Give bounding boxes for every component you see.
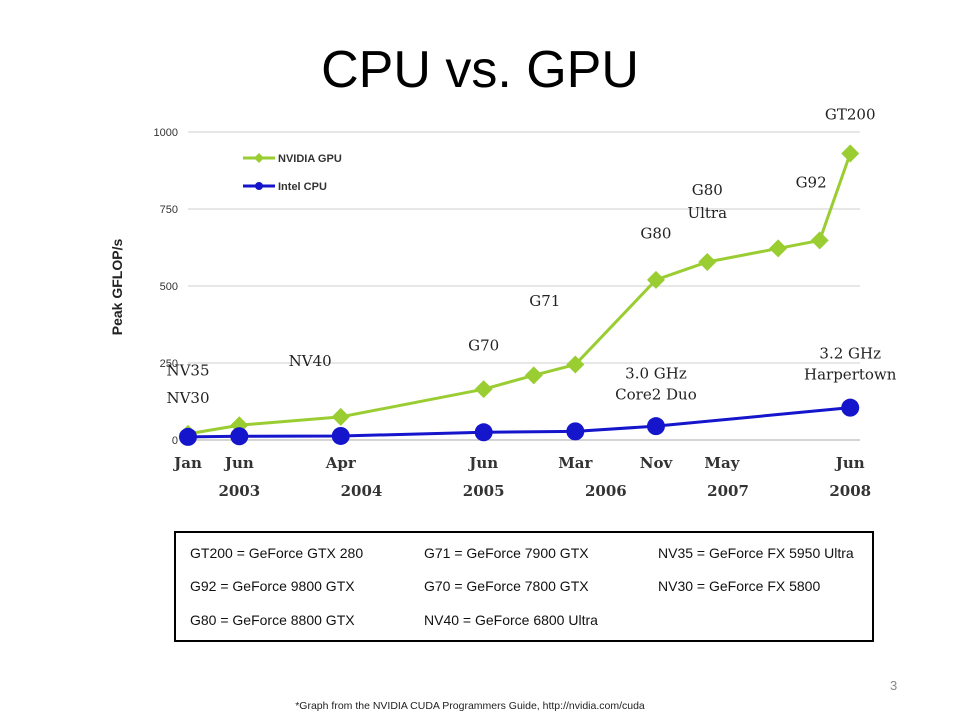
annotation-label: Core2 Duo — [615, 385, 697, 403]
x-month-label: Jun — [223, 454, 254, 472]
annotation-label: Harpertown — [804, 365, 897, 383]
gpu-point — [698, 252, 717, 271]
x-month-label: Jun — [834, 454, 865, 472]
legend-table-entry: GT200 = GeForce GTX 280 — [190, 545, 364, 561]
gpu-point — [841, 144, 860, 163]
legend-gpu-label: NVIDIA GPU — [278, 153, 342, 165]
footnote: *Graph from the NVIDIA CUDA Programmers … — [295, 700, 645, 712]
cpu-point — [474, 423, 493, 442]
slide-title: CPU vs. GPU — [321, 41, 639, 99]
cpu-point — [646, 417, 665, 436]
gpu-legend-table: GT200 = GeForce GTX 280 G92 = GeForce 980… — [174, 531, 874, 642]
y-tick-label: 500 — [160, 281, 178, 293]
legend-table-entry: NV30 = GeForce FX 5800 — [658, 578, 821, 594]
annotation-label: GT200 — [825, 106, 876, 124]
annotation-label: G80 — [692, 181, 723, 199]
label-layer: NV30 NV35 NV40 G70 G71 G80 G80 Ultra G92 GT200 3.0… — [166, 106, 896, 407]
annotation-label: G92 — [796, 173, 827, 191]
annotation-label: G70 — [468, 337, 499, 355]
cpu-point — [331, 426, 350, 445]
annotation-label: NV35 — [166, 361, 209, 379]
gpu-point — [566, 355, 585, 374]
line-layer — [187, 153, 852, 439]
gpu-point — [331, 407, 350, 426]
y-axis-label: Peak GFLOP/s — [109, 239, 125, 336]
legend-gpu-marker — [254, 153, 264, 163]
gpu-point — [769, 239, 788, 258]
y-tick-label: 750 — [160, 204, 178, 216]
x-year-label: 2006 — [585, 482, 627, 500]
annotation-label: 3.0 GHz — [625, 364, 687, 382]
legend-table-entry: G70 = GeForce 7800 GTX — [424, 578, 589, 594]
y-tick-label: 250 — [160, 358, 178, 370]
x-year-label: 2003 — [218, 482, 260, 500]
cpu-point — [179, 427, 197, 446]
annotation-label: G80 — [640, 224, 671, 242]
gpu-series-line — [187, 153, 852, 436]
legend-table-entry: G71 = GeForce 7900 GTX — [424, 545, 589, 561]
x-month-label: Nov — [640, 454, 674, 472]
cpu-point — [230, 427, 249, 446]
x-year-label: 2008 — [829, 482, 871, 500]
legend-cpu-marker — [255, 182, 263, 190]
x-month-label: Mar — [558, 454, 593, 472]
annotation-label: Ultra — [687, 204, 727, 222]
legend-cpu-label: Intel CPU — [278, 181, 327, 193]
gpu-point — [810, 231, 829, 250]
y-tick-label: 0 — [172, 435, 178, 447]
gpu-point — [646, 270, 665, 289]
legend-table-entry: NV35 = GeForce FX 5950 Ultra — [658, 545, 854, 561]
annotation-label: NV40 — [289, 352, 332, 370]
cpu-point — [841, 398, 860, 417]
y-tick-label: 1000 — [154, 127, 178, 139]
marker-layer — [179, 144, 860, 446]
annotation-label: G71 — [529, 292, 560, 310]
annotation-label: NV30 — [166, 389, 209, 407]
legend-table-entry: NV40 = GeForce 6800 Ultra — [424, 612, 598, 628]
legend-table-entry: G80 = GeForce 8800 GTX — [190, 612, 355, 628]
chart-legend: NVIDIA GPU Intel CPU — [243, 153, 342, 193]
axis-layer: 0 250 500 750 1000 Jan Jun Apr Jun Mar Nov May Jun 20… — [154, 127, 872, 500]
gflops-chart: 0 250 500 750 1000 Jan Jun Apr Jun Mar Nov May Jun 20… — [109, 106, 897, 500]
legend-table-entry: G92 = GeForce 9800 GTX — [190, 578, 355, 594]
x-year-label: 2004 — [341, 482, 383, 500]
cpu-point — [566, 422, 585, 441]
gpu-point — [474, 380, 493, 399]
x-year-label: 2005 — [463, 482, 505, 500]
x-month-label: Jun — [467, 454, 498, 472]
x-month-label: May — [704, 454, 740, 472]
x-month-label: Apr — [325, 454, 357, 472]
x-year-label: 2007 — [707, 482, 749, 500]
annotation-label: 3.2 GHz — [819, 344, 881, 362]
grid-layer — [188, 131, 860, 441]
slide-number: 3 — [890, 678, 898, 693]
x-month-label: Jan — [172, 454, 202, 472]
gpu-point — [524, 366, 543, 385]
